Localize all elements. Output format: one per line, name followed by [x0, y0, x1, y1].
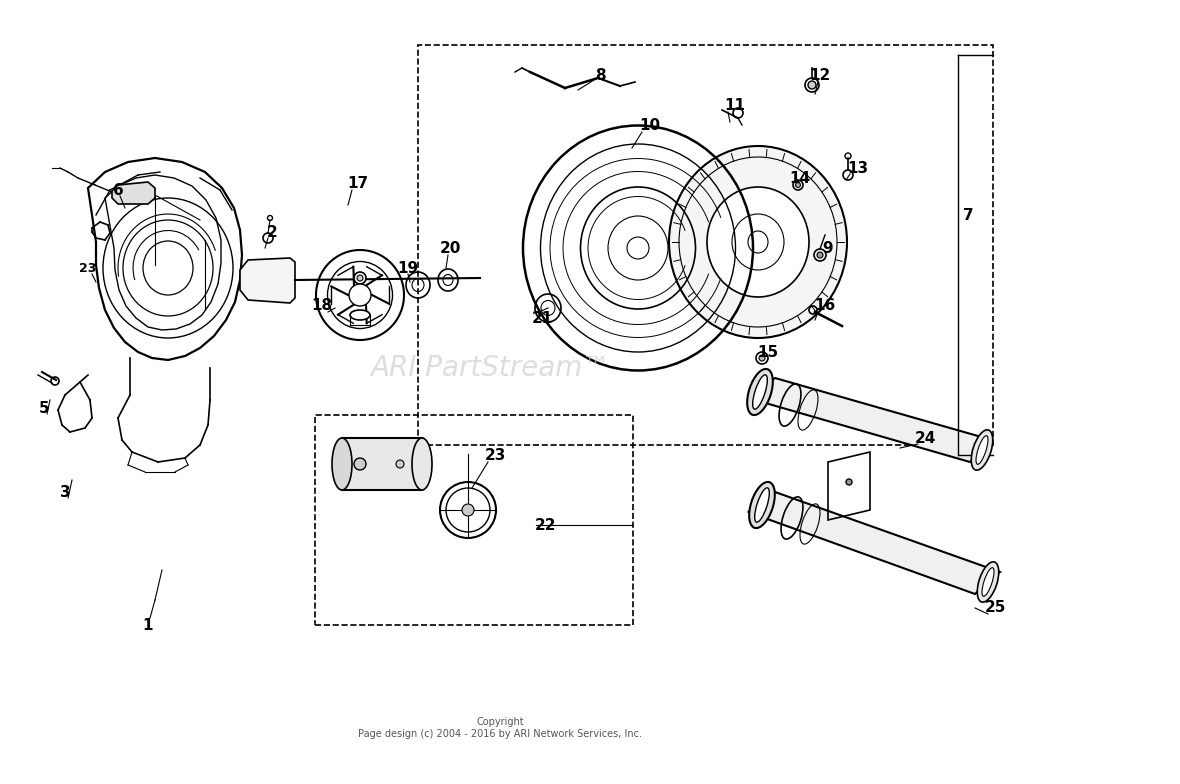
Text: 13: 13	[847, 161, 868, 176]
Circle shape	[808, 81, 817, 89]
Text: 19: 19	[398, 260, 419, 275]
Text: 18: 18	[312, 297, 333, 313]
Text: 21: 21	[531, 310, 552, 325]
Text: 8: 8	[595, 67, 605, 82]
Ellipse shape	[753, 375, 767, 409]
Text: 10: 10	[640, 118, 661, 132]
Text: 23: 23	[79, 262, 97, 274]
Text: Copyright
Page design (c) 2004 - 2016 by ARI Network Services, Inc.: Copyright Page design (c) 2004 - 2016 by…	[358, 717, 642, 739]
Text: 5: 5	[39, 401, 50, 416]
Ellipse shape	[976, 436, 988, 464]
Ellipse shape	[982, 568, 994, 597]
Text: 3: 3	[60, 485, 71, 499]
Polygon shape	[240, 258, 295, 303]
Text: 24: 24	[914, 430, 936, 445]
Ellipse shape	[349, 284, 371, 306]
Text: 1: 1	[143, 618, 153, 633]
Circle shape	[759, 355, 765, 361]
Ellipse shape	[350, 310, 371, 320]
Text: 23: 23	[484, 448, 506, 463]
Text: 25: 25	[984, 601, 1005, 615]
Ellipse shape	[971, 430, 992, 470]
Text: 16: 16	[814, 297, 835, 313]
Text: 14: 14	[789, 170, 811, 186]
Text: 17: 17	[347, 176, 368, 191]
Text: 20: 20	[439, 241, 460, 256]
Text: 6: 6	[112, 183, 124, 198]
Ellipse shape	[669, 146, 847, 338]
Ellipse shape	[463, 504, 474, 516]
Ellipse shape	[755, 488, 769, 522]
Text: 2: 2	[267, 224, 277, 239]
Text: 11: 11	[725, 97, 746, 112]
Polygon shape	[748, 378, 992, 462]
Bar	[315, 415, 632, 625]
Polygon shape	[748, 492, 999, 594]
Text: 15: 15	[758, 344, 779, 360]
Text: 9: 9	[822, 241, 833, 256]
Polygon shape	[342, 438, 422, 490]
Ellipse shape	[749, 482, 775, 528]
Text: 7: 7	[963, 208, 973, 223]
Circle shape	[354, 458, 366, 470]
Polygon shape	[112, 182, 155, 204]
Ellipse shape	[354, 272, 366, 284]
Text: 22: 22	[535, 517, 556, 532]
Circle shape	[817, 252, 822, 258]
Circle shape	[846, 479, 852, 485]
Ellipse shape	[747, 369, 773, 415]
Ellipse shape	[332, 438, 352, 490]
Ellipse shape	[977, 562, 998, 602]
Ellipse shape	[358, 275, 363, 281]
Text: 12: 12	[809, 67, 831, 82]
Circle shape	[795, 183, 800, 187]
Ellipse shape	[412, 438, 432, 490]
Circle shape	[396, 460, 404, 468]
Bar	[418, 45, 994, 445]
Ellipse shape	[707, 187, 809, 297]
Text: ARI PartStream™: ARI PartStream™	[371, 354, 610, 382]
